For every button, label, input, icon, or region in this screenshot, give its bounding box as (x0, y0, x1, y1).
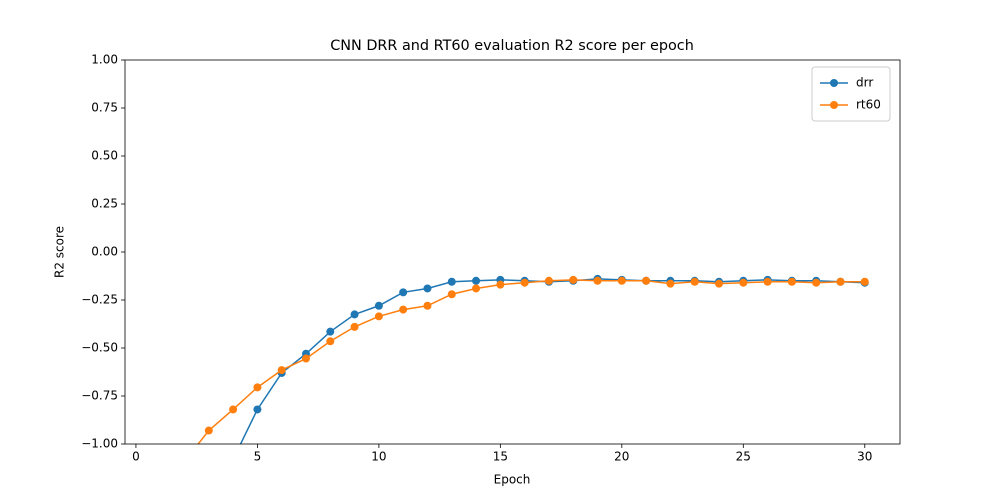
x-tick-label: 0 (132, 450, 140, 464)
data-point (205, 478, 213, 486)
legend-marker (830, 79, 838, 87)
y-axis-label: R2 score (53, 226, 67, 278)
data-point (229, 405, 238, 414)
series-line (197, 279, 865, 444)
legend-label: rt60 (856, 98, 881, 112)
x-tick-label: 25 (736, 450, 751, 464)
x-axis-label: Epoch (494, 473, 531, 487)
data-point (569, 275, 578, 284)
data-point (423, 284, 432, 293)
data-point (617, 276, 626, 285)
data-point (666, 279, 675, 288)
y-tick-label: −0.75 (81, 389, 118, 403)
data-point (253, 405, 262, 414)
y-tick-label: 0.75 (91, 101, 118, 115)
data-point (593, 276, 602, 285)
data-point (787, 277, 796, 286)
data-point (399, 288, 408, 297)
data-point (836, 277, 845, 286)
data-point (447, 277, 456, 286)
data-point (204, 426, 213, 435)
axes-frame (124, 59, 901, 445)
data-point (301, 354, 310, 363)
data-point (642, 276, 651, 285)
y-tick-label: 0.25 (91, 197, 118, 211)
legend-box (811, 66, 891, 122)
y-tick-label: 0.50 (91, 149, 118, 163)
x-tick-label: 5 (254, 450, 262, 464)
data-point (423, 301, 432, 310)
data-point (496, 280, 505, 289)
chart-title: CNN DRR and RT60 evaluation R2 score per… (330, 38, 694, 54)
x-tick-label: 30 (857, 450, 872, 464)
x-tick-label: 10 (371, 450, 386, 464)
legend-marker (830, 101, 838, 109)
data-point (181, 457, 189, 465)
data-point (690, 277, 699, 286)
x-tick-label: 15 (493, 450, 508, 464)
data-point (812, 278, 821, 287)
legend-label: drr (856, 76, 873, 90)
data-point (326, 337, 335, 346)
data-point (544, 276, 553, 285)
data-point (715, 279, 724, 288)
plot-area (156, 274, 869, 496)
y-tick-label: −0.25 (81, 293, 118, 307)
data-point (739, 278, 748, 287)
data-point (350, 310, 359, 319)
data-point (374, 301, 383, 310)
data-point (374, 312, 383, 321)
data-point (229, 455, 237, 463)
data-point (326, 327, 335, 336)
y-tick-label: −0.50 (81, 341, 118, 355)
y-tick-label: 0.00 (91, 245, 118, 259)
data-point (472, 276, 481, 285)
data-point (472, 284, 481, 293)
data-point (399, 305, 408, 314)
data-point (763, 277, 772, 286)
y-tick-label: 1.00 (91, 53, 118, 67)
data-point (447, 290, 456, 299)
data-point (277, 366, 286, 375)
data-point (350, 322, 359, 331)
series-line (239, 278, 865, 444)
data-point (860, 277, 869, 286)
x-tick-label: 20 (614, 450, 629, 464)
data-point (520, 278, 529, 287)
data-point (253, 383, 262, 392)
data-point (156, 488, 164, 496)
y-tick-label: −1.00 (81, 437, 118, 451)
